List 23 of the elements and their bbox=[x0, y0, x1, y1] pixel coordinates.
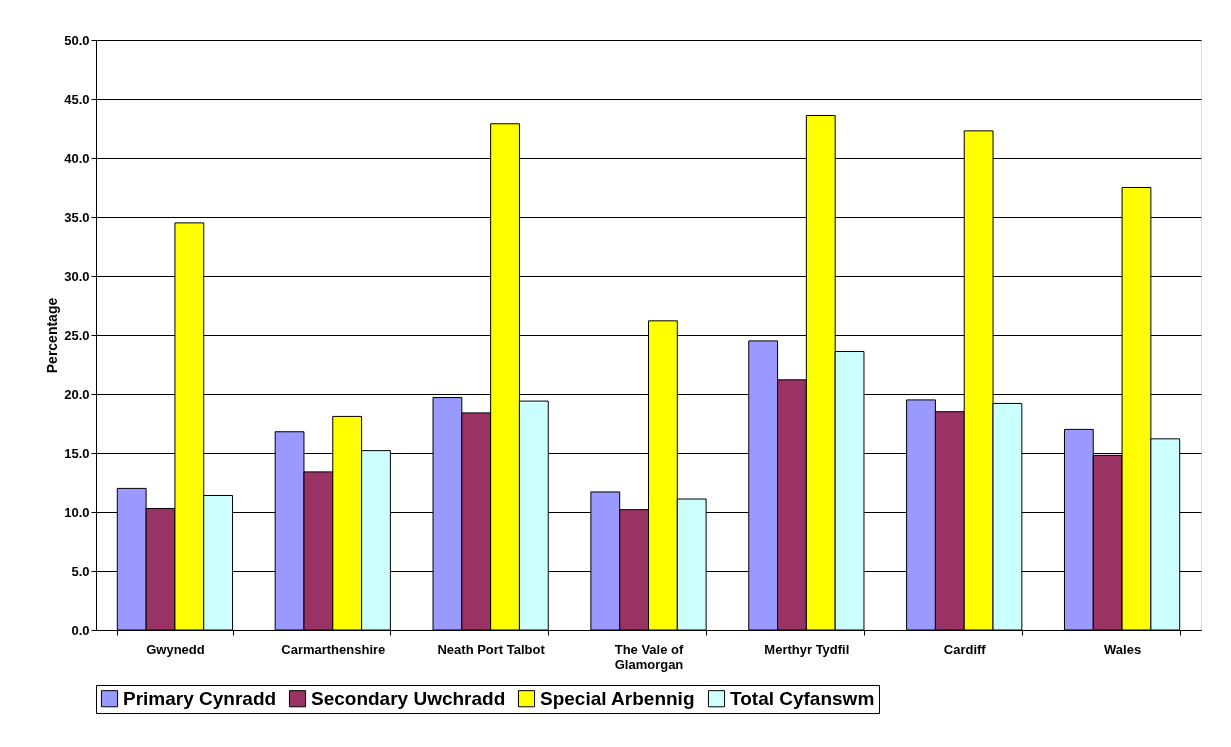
y-axis-title: Percentage bbox=[44, 297, 61, 374]
x-tick-label: Carmarthenshire bbox=[281, 641, 386, 657]
y-tick-label: 35.0 bbox=[64, 209, 90, 225]
x-tick-label: Cardiff bbox=[943, 641, 987, 657]
x-tick-label: Wales bbox=[1104, 641, 1142, 657]
y-tick-label: 10.0 bbox=[64, 504, 90, 520]
y-tick-label: 30.0 bbox=[64, 268, 90, 284]
legend-label: Secondary Uwchradd bbox=[311, 687, 506, 709]
legend-label: Total Cyfanswm bbox=[730, 687, 875, 709]
y-tick-label: 45.0 bbox=[64, 91, 90, 107]
legend-label: Primary Cynradd bbox=[123, 687, 277, 709]
legend-label: Special Arbennig bbox=[540, 687, 695, 709]
y-tick-label: 0.0 bbox=[71, 622, 90, 638]
x-tick-label: Neath Port Talbot bbox=[437, 641, 546, 657]
x-tick-label: The Vale of Glamorgan bbox=[614, 641, 684, 672]
y-tick-label: 20.0 bbox=[64, 386, 90, 402]
y-tick-label: 5.0 bbox=[71, 563, 90, 579]
x-tick-label: Gwynedd bbox=[146, 641, 205, 657]
y-tick-label: 50.0 bbox=[64, 32, 90, 48]
x-tick-label: Merthyr Tydfil bbox=[764, 641, 850, 657]
y-tick-label: 40.0 bbox=[64, 150, 90, 166]
y-tick-label: 25.0 bbox=[64, 327, 90, 343]
y-tick-label: 15.0 bbox=[64, 445, 90, 461]
